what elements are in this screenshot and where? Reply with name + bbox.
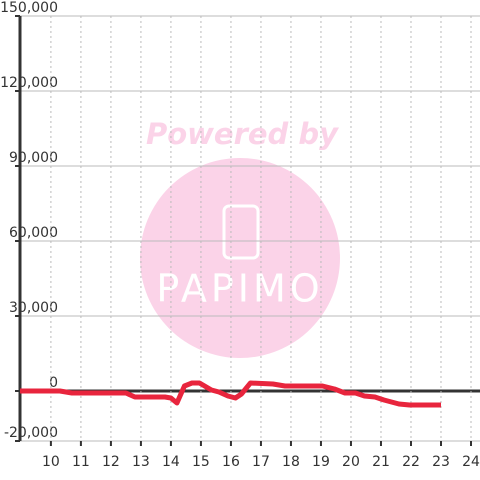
y-tick-label: 120,000 [0, 75, 58, 91]
x-tick-label: 15 [192, 454, 210, 470]
watermark: Powered by [146, 117, 339, 151]
x-tick-label: 21 [372, 454, 390, 470]
logo-text: PAPIMO [156, 267, 323, 311]
x-tick-label: 10 [42, 454, 60, 470]
x-tick-label: 24 [462, 454, 480, 470]
x-tick-label: 16 [222, 454, 240, 470]
x-tick-label: 11 [72, 454, 90, 470]
y-tick-label: 0 [49, 375, 58, 391]
y-tick-label: -20,000 [4, 425, 58, 441]
x-tick-label: 17 [252, 454, 270, 470]
x-tick-label: 23 [432, 454, 450, 470]
x-tick-label: 19 [312, 454, 330, 470]
x-tick-label: 22 [402, 454, 420, 470]
data-line [20, 380, 441, 408]
x-tick-label: 13 [132, 454, 150, 470]
y-tick-label: 150,000 [0, 0, 58, 16]
logo-phone [222, 204, 260, 260]
x-tick-label: 18 [282, 454, 300, 470]
x-tick-label: 20 [342, 454, 360, 470]
x-tick-label: 12 [102, 454, 120, 470]
x-tick-label: 14 [162, 454, 180, 470]
